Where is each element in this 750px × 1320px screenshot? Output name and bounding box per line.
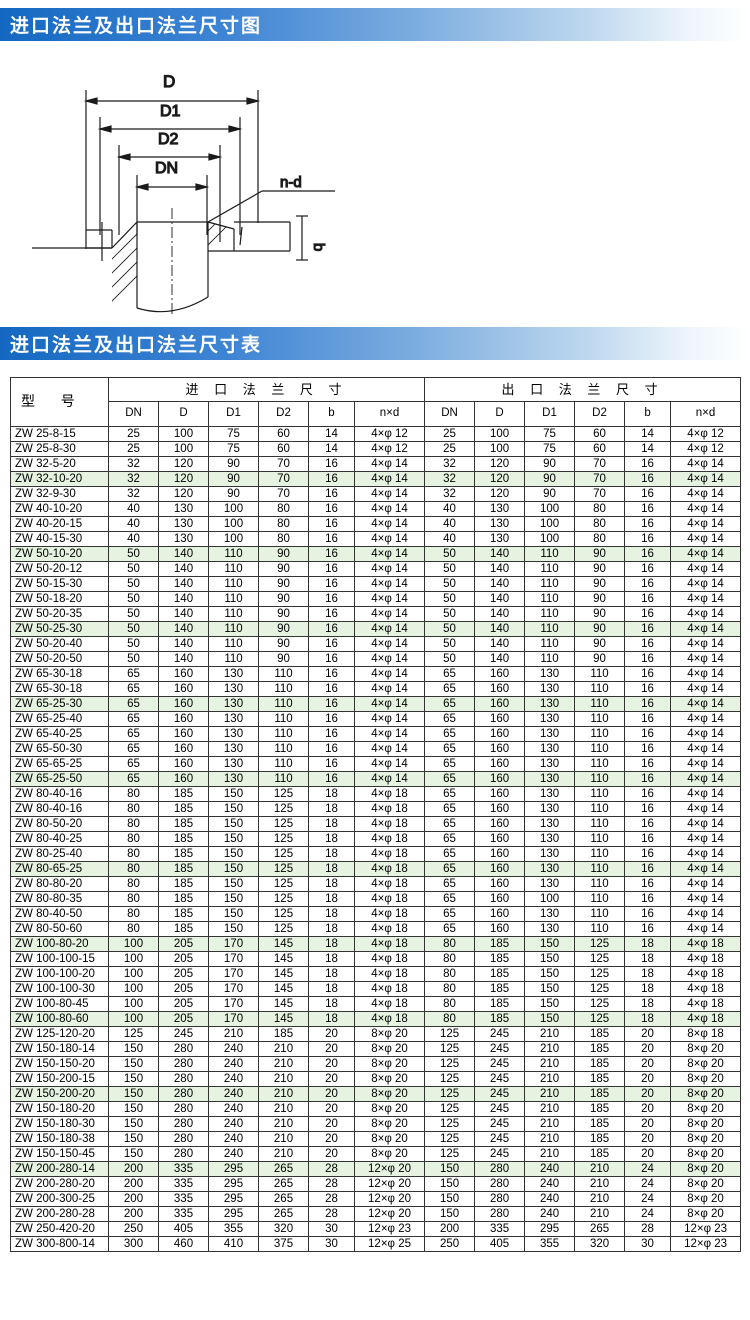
svg-text:DN: DN bbox=[155, 160, 178, 177]
svg-text:D: D bbox=[163, 72, 175, 91]
svg-text:b: b bbox=[310, 243, 327, 251]
svg-text:D2: D2 bbox=[158, 131, 179, 148]
svg-text:D1: D1 bbox=[160, 103, 181, 120]
svg-text:n-d: n-d bbox=[280, 174, 302, 191]
